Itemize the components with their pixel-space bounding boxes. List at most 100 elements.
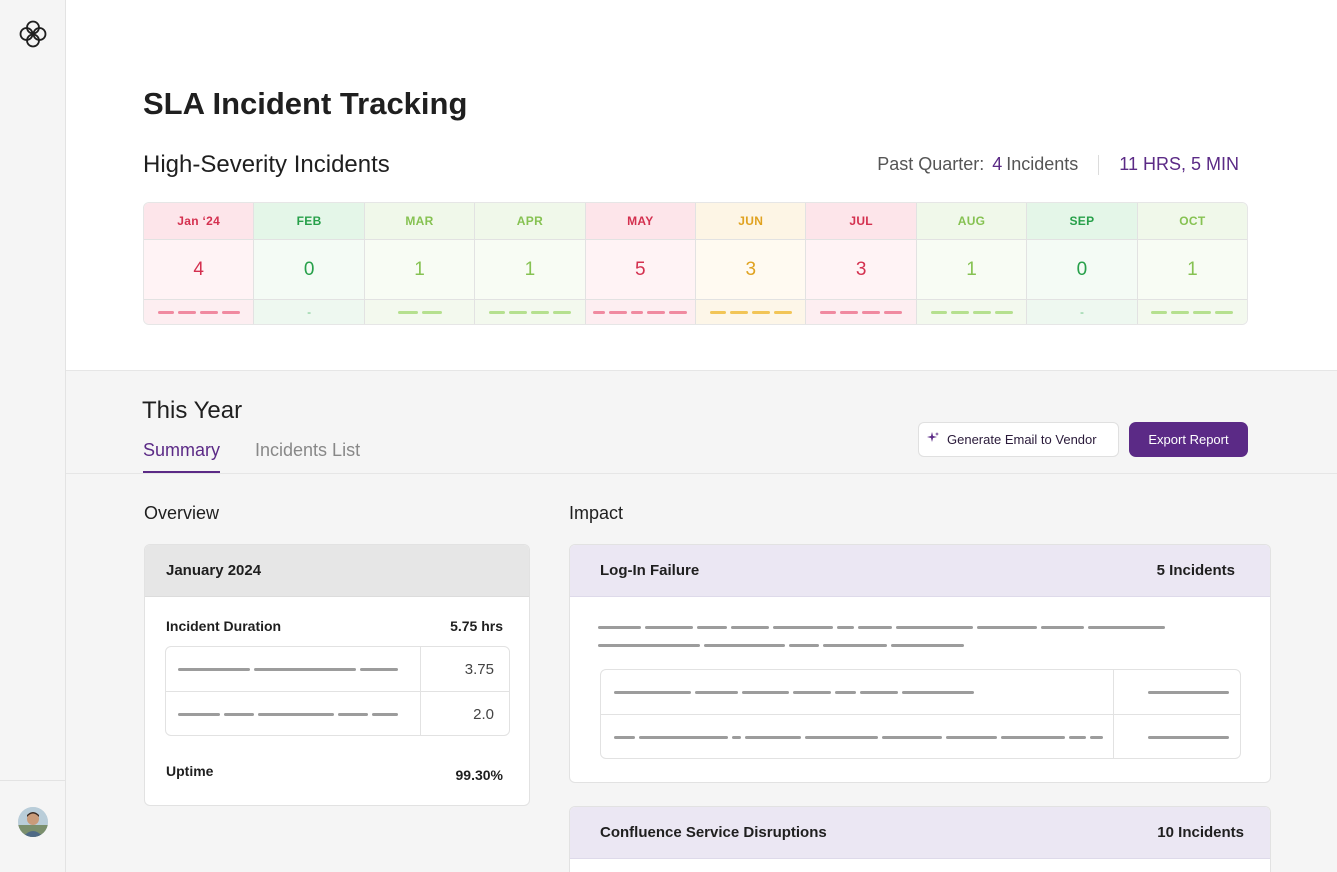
incident-bar <box>397 310 418 314</box>
past-quarter-summary: Past Quarter: 4 Incidents 11 HRS, 5 MIN <box>877 154 1239 175</box>
top-panel: SLA Incident Tracking High-Severity Inci… <box>66 0 1337 371</box>
incident-bar <box>1151 310 1168 314</box>
month-incident-count: 1 <box>364 240 475 300</box>
incident-bar <box>820 310 837 314</box>
month-column[interactable]: JUN 3 <box>696 203 807 324</box>
table-row: 2.0 <box>166 692 509 735</box>
month-incident-count: 0 <box>254 240 364 300</box>
overview-card: January 2024 Incident Duration 5.75 hrs … <box>144 544 530 806</box>
month-incident-bars <box>1137 300 1247 324</box>
tab-divider <box>66 473 1337 474</box>
tab-incidents-list[interactable]: Incidents List <box>255 440 361 460</box>
month-label: FEB <box>254 203 364 240</box>
month-incident-bars <box>916 300 1027 324</box>
table-row: 3.75 <box>166 647 509 692</box>
placeholder-text <box>598 626 1165 629</box>
page-title: SLA Incident Tracking <box>143 86 468 121</box>
incident-bar <box>552 310 571 314</box>
month-incident-count: 0 <box>1027 240 1137 300</box>
month-column[interactable]: MAR 1 <box>364 203 476 324</box>
incident-bar <box>421 310 442 314</box>
month-label: SEP <box>1027 203 1137 240</box>
incident-bar <box>884 310 903 314</box>
incident-bar <box>199 310 218 314</box>
month-label: OCT <box>1137 203 1247 240</box>
past-quarter-duration: 11 HRS, 5 MIN <box>1119 154 1239 174</box>
incident-bar <box>994 310 1013 314</box>
placeholder-text <box>166 692 421 735</box>
uptime-label: Uptime <box>166 763 214 779</box>
impact-card-count: 10 Incidents <box>1157 824 1244 841</box>
month-column[interactable]: SEP 0 - <box>1027 203 1138 324</box>
month-column[interactable]: FEB 0 - <box>254 203 365 324</box>
month-incident-count: 4 <box>144 240 254 300</box>
incident-bar <box>157 310 174 314</box>
sidebar <box>0 0 66 872</box>
month-incident-bars: - <box>254 300 364 324</box>
month-column[interactable]: APR 1 <box>475 203 586 324</box>
month-incident-count: 1 <box>1137 240 1247 300</box>
placeholder-text <box>1114 715 1240 758</box>
monthly-incident-grid: Jan ‘24 4 FEB 0- MAR 1 APR 1 MAY 5 JUN 3 JUL 3 AUG 1 SEP… <box>143 202 1248 325</box>
incident-bar <box>930 310 947 314</box>
past-quarter-label: Past Quarter: <box>877 154 985 174</box>
tab-summary[interactable]: Summary <box>143 440 221 473</box>
incident-bar <box>530 310 549 314</box>
month-label: Jan ‘24 <box>144 203 254 240</box>
placeholder-text <box>598 644 964 647</box>
month-incident-count: 3 <box>696 240 806 300</box>
incident-bar <box>840 310 859 314</box>
duration-cell: 2.0 <box>473 706 494 723</box>
month-incident-bars <box>806 300 916 324</box>
month-incident-bars <box>144 300 254 324</box>
month-incident-bars <box>585 300 696 324</box>
incident-bar <box>862 310 881 314</box>
month-column[interactable]: AUG 1 <box>916 203 1028 324</box>
month-incident-count: 1 <box>475 240 585 300</box>
incident-bar <box>729 310 748 314</box>
incident-bar <box>647 310 666 314</box>
incident-bar <box>221 310 240 314</box>
month-incident-bars <box>696 300 806 324</box>
month-column[interactable]: OCT 1 <box>1137 203 1247 324</box>
month-label: JUN <box>696 203 806 240</box>
year-title: This Year <box>142 397 243 424</box>
placeholder-text <box>601 670 1114 714</box>
high-severity-title: High-Severity Incidents <box>143 151 390 178</box>
impact-card-confluence[interactable]: Confluence Service Disruptions 10 Incide… <box>569 806 1271 872</box>
overview-heading: Overview <box>144 503 220 523</box>
generate-email-button[interactable]: Generate Email to Vendor <box>918 422 1119 457</box>
export-report-button[interactable]: Export Report <box>1129 422 1248 457</box>
incident-bar <box>488 310 505 314</box>
month-column[interactable]: Jan ‘24 4 <box>144 203 255 324</box>
month-column[interactable]: MAY 5 <box>585 203 697 324</box>
impact-card-count: 5 Incidents <box>1156 562 1235 579</box>
incident-bar <box>508 310 527 314</box>
incident-bar <box>609 310 628 314</box>
incident-bar <box>593 310 606 314</box>
placeholder-text <box>1114 670 1240 714</box>
app-logo-icon[interactable] <box>18 19 48 49</box>
incident-bar <box>631 310 644 314</box>
incident-bar <box>950 310 969 314</box>
incident-bar <box>972 310 991 314</box>
incident-bar <box>773 310 792 314</box>
month-column[interactable]: JUL 3 <box>806 203 917 324</box>
month-incident-bars <box>364 300 475 324</box>
past-quarter-unit: Incidents <box>1006 154 1079 174</box>
impact-card-name: Confluence Service Disruptions <box>600 824 827 841</box>
sparkle-icon <box>927 432 939 447</box>
month-incident-bars <box>475 300 585 324</box>
tab-bar: Summary Incidents List <box>143 440 360 473</box>
month-label: JUL <box>806 203 916 240</box>
impact-card-name: Log-In Failure <box>600 562 700 579</box>
month-label: APR <box>475 203 585 240</box>
incident-bar <box>1193 310 1212 314</box>
past-quarter-count: 4 <box>992 154 1003 174</box>
avatar[interactable] <box>18 807 48 837</box>
placeholder-text <box>601 715 1114 758</box>
incident-duration-value: 5.75 hrs <box>450 618 503 634</box>
month-label: MAR <box>364 203 475 240</box>
impact-card-login-failure[interactable]: Log-In Failure 5 Incidents <box>569 544 1271 783</box>
uptime-value: 99.30% <box>455 767 503 783</box>
